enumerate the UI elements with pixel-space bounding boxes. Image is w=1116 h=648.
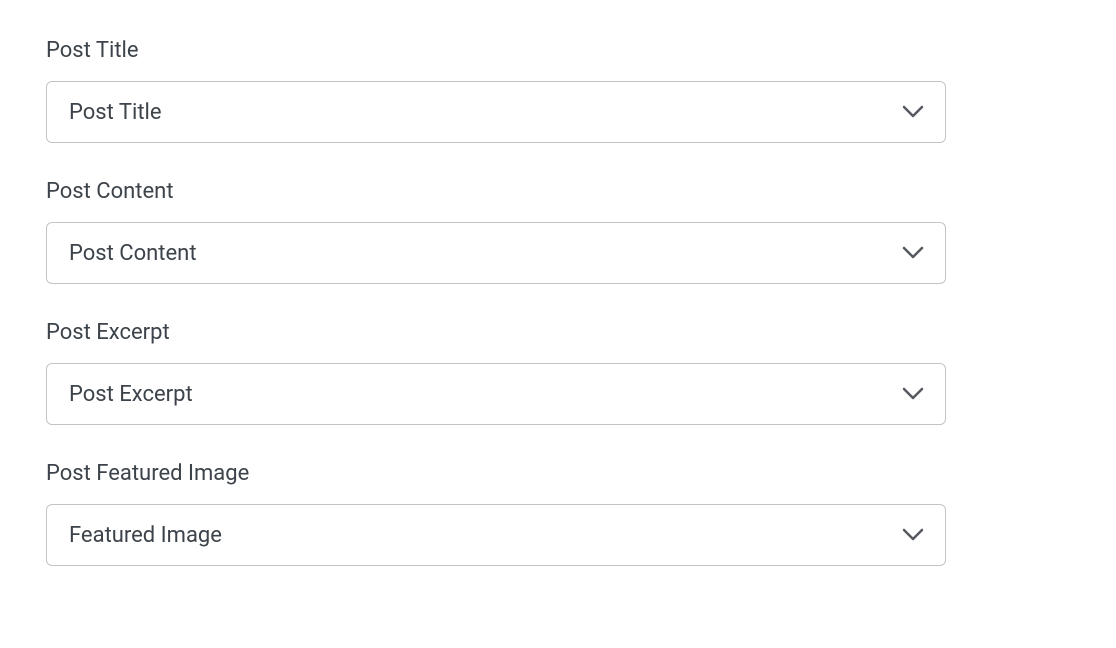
- field-group-post-excerpt: Post Excerpt Post Excerpt: [46, 320, 1070, 425]
- label-post-content: Post Content: [46, 179, 1070, 204]
- select-wrapper-post-excerpt: Post Excerpt: [46, 363, 946, 425]
- label-post-excerpt: Post Excerpt: [46, 320, 1070, 345]
- select-wrapper-post-title: Post Title: [46, 81, 946, 143]
- select-post-content[interactable]: Post Content: [46, 222, 946, 284]
- select-post-title[interactable]: Post Title: [46, 81, 946, 143]
- label-post-title: Post Title: [46, 38, 1070, 63]
- field-group-post-content: Post Content Post Content: [46, 179, 1070, 284]
- field-group-post-featured-image: Post Featured Image Featured Image: [46, 461, 1070, 566]
- field-group-post-title: Post Title Post Title: [46, 38, 1070, 143]
- select-wrapper-post-content: Post Content: [46, 222, 946, 284]
- label-post-featured-image: Post Featured Image: [46, 461, 1070, 486]
- select-wrapper-post-featured-image: Featured Image: [46, 504, 946, 566]
- select-post-featured-image[interactable]: Featured Image: [46, 504, 946, 566]
- select-post-excerpt[interactable]: Post Excerpt: [46, 363, 946, 425]
